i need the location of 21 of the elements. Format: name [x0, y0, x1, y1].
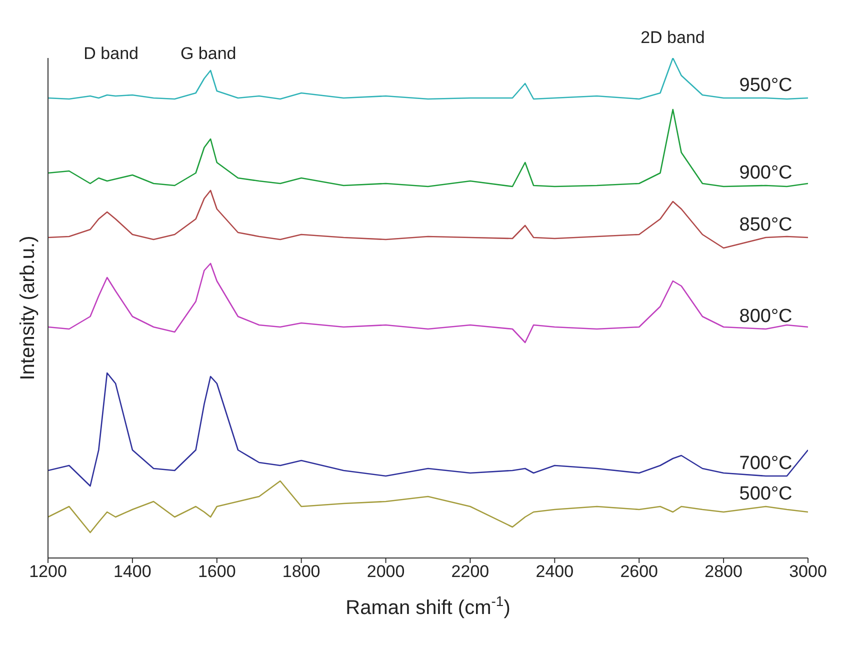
- series-label: 950°C: [739, 75, 792, 96]
- x-tick-label: 2200: [451, 562, 490, 582]
- text: 2D band: [640, 28, 705, 48]
- y-axis-title: Intensity (arb.u.): [17, 236, 39, 380]
- x-tick-label: 2800: [704, 562, 742, 582]
- series-label: 700°C: [739, 453, 792, 474]
- series-label: 500°C: [739, 484, 792, 504]
- x-tick-label: 2600: [620, 562, 658, 582]
- x-tick-label: 1200: [29, 562, 67, 582]
- x-tick-label: 2400: [536, 562, 574, 582]
- x-tick-label: 1600: [198, 562, 236, 582]
- x-tick-label: 1800: [282, 562, 320, 582]
- series-label: 800°C: [739, 306, 792, 327]
- annotation: G band: [180, 44, 236, 64]
- x-tick-label: 1400: [114, 562, 152, 582]
- x-axis-title: Raman shift (cm$^{-1}$): [346, 593, 510, 619]
- x-tick-label: 3000: [789, 562, 827, 582]
- series-label: 850°C: [739, 214, 792, 236]
- series-label: 900°C: [739, 162, 792, 184]
- annotation: D band: [84, 44, 138, 64]
- x-tick-label: 2000: [366, 562, 405, 582]
